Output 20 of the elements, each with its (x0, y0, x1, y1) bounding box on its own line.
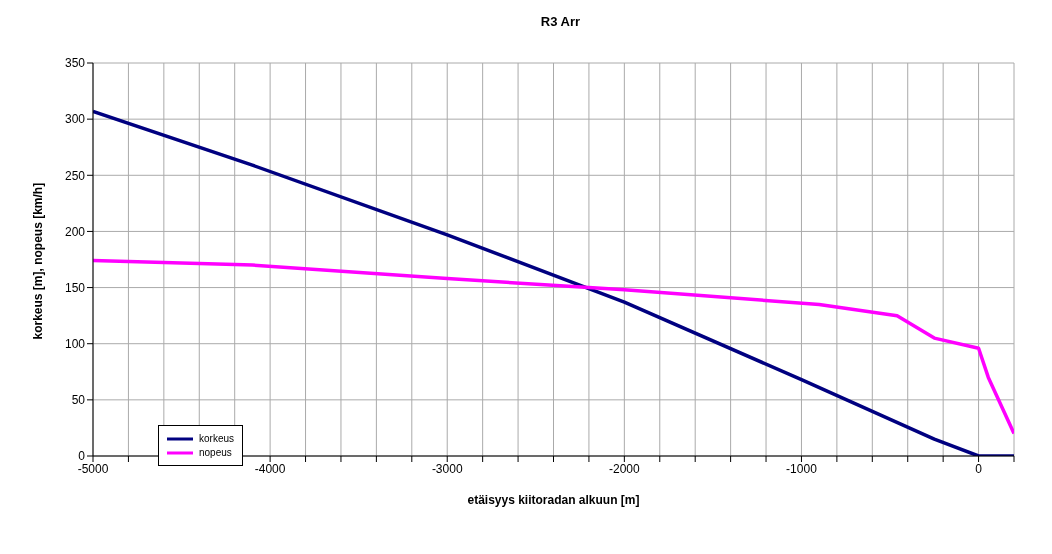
y-tick-label: 150 (64, 280, 86, 295)
y-tick-label: 300 (64, 112, 86, 127)
x-tick-label: -1000 (786, 461, 818, 476)
chart-title: R3 Arr (539, 14, 582, 29)
legend-label: korkeus (199, 433, 235, 444)
x-tick-label: -5000 (77, 461, 109, 476)
x-tick-label: 0 (975, 461, 983, 476)
y-tick-label: 250 (64, 168, 86, 183)
y-tick-label: 100 (64, 336, 86, 351)
y-tick-label: 350 (64, 56, 86, 71)
y-axis-title: korkeus [m], nopeus [km/h] (31, 182, 46, 340)
x-tick-label: -4000 (254, 461, 286, 476)
x-tick-label: -3000 (431, 461, 463, 476)
y-tick-label: 0 (78, 449, 86, 464)
x-tick-label: -2000 (608, 461, 641, 476)
line-series (93, 258, 1014, 436)
legend-label: nopeus (199, 447, 232, 458)
x-axis-title: etäisyys kiitoradan alkuun [m] (467, 493, 640, 507)
y-tick-label: 200 (64, 224, 86, 239)
y-tick-label: 50 (71, 393, 86, 408)
